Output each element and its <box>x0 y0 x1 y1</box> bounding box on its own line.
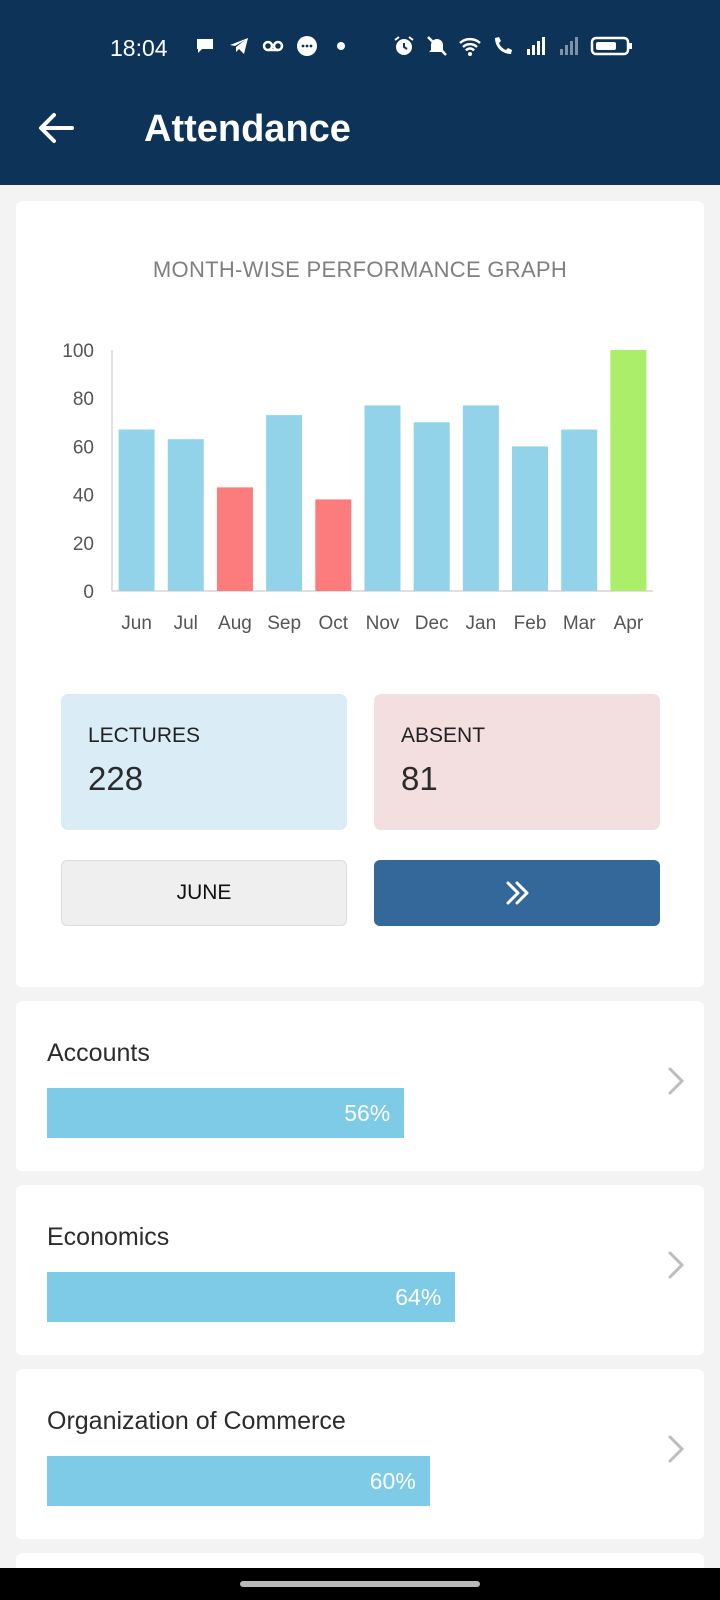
subject-name: Economics <box>47 1223 170 1251</box>
status-bar: 18:04 <box>0 0 720 96</box>
voicemail-icon <box>262 40 284 52</box>
telegram-icon <box>230 38 248 54</box>
y-tick-label: 40 <box>73 486 94 507</box>
bar-sep[interactable] <box>266 415 303 591</box>
bar-oct[interactable] <box>315 499 352 591</box>
signal-weak-icon <box>560 37 578 55</box>
x-tick-label: Apr <box>614 613 644 634</box>
wifi-icon <box>459 38 481 56</box>
home-gesture-handle[interactable] <box>240 1581 480 1587</box>
y-tick-label: 0 <box>83 582 94 603</box>
y-tick-label: 80 <box>73 389 94 410</box>
performance-card: MONTH-WISE PERFORMANCE GRAPH 0 20 40 60 80 10… <box>16 201 704 987</box>
bar-feb[interactable] <box>512 446 549 591</box>
lectures-stat: LECTURES 228 <box>61 694 347 830</box>
battery-icon <box>590 36 632 56</box>
chat-bubble-icon <box>197 39 213 53</box>
attendance-percent-label: 60% <box>369 1467 416 1494</box>
chevron-right-icon <box>668 1435 685 1463</box>
attendance-progress-bar: 56% <box>47 1088 405 1138</box>
next-month-button[interactable] <box>374 860 660 926</box>
bar-apr[interactable] <box>610 350 647 591</box>
x-tick-label: Feb <box>514 613 547 634</box>
system-nav-bar <box>0 1568 720 1600</box>
subject-card-economics[interactable]: Economics 64% <box>16 1185 704 1355</box>
x-tick-label: Dec <box>415 613 449 634</box>
alarm-icon <box>394 36 414 55</box>
x-tick-label: Nov <box>366 613 400 634</box>
subject-card-organization-of-commerce[interactable]: Organization of Commerce 60% <box>16 1369 704 1539</box>
app-bar: 18:04 Attendance <box>0 0 720 185</box>
absent-label: ABSENT <box>401 724 486 747</box>
y-tick-label: 20 <box>73 534 94 555</box>
status-left-icons <box>193 34 353 58</box>
back-arrow-icon[interactable] <box>34 106 78 150</box>
subject-card-accounts[interactable]: Accounts 56% <box>16 1001 704 1171</box>
x-tick-label: Jun <box>121 613 152 634</box>
x-tick-label: Jan <box>466 613 497 634</box>
month-button-label: JUNE <box>176 881 232 904</box>
month-button[interactable]: JUNE <box>61 860 347 926</box>
bar-jan[interactable] <box>462 405 499 591</box>
status-right-icons <box>392 34 634 58</box>
dot-icon <box>337 42 345 50</box>
chart-title: MONTH-WISE PERFORMANCE GRAPH <box>152 257 568 282</box>
wifi-call-icon <box>495 37 512 54</box>
x-tick-label: Sep <box>267 613 301 634</box>
subject-name: Organization of Commerce <box>47 1407 346 1435</box>
signal-icon <box>527 37 545 55</box>
bar-jun[interactable] <box>118 429 155 591</box>
mute-icon <box>427 36 447 56</box>
x-tick-label: Oct <box>319 613 349 634</box>
bar-mar[interactable] <box>561 429 598 591</box>
chevron-right-icon <box>668 1251 685 1279</box>
page-title: Attendance <box>144 108 351 150</box>
bar-jul[interactable] <box>167 439 204 591</box>
x-tick-label: Aug <box>218 613 252 634</box>
x-tick-label: Jul <box>174 613 198 634</box>
attendance-progress-bar: 60% <box>47 1456 430 1506</box>
attendance-percent-label: 56% <box>344 1099 391 1126</box>
lectures-value: 228 <box>88 760 144 797</box>
bar-nov[interactable] <box>364 405 401 591</box>
performance-bar-chart: 0 20 40 60 80 100 Jun Jul Aug Sep Oct Nov Dec Jan Feb M… <box>62 341 653 634</box>
bar-aug[interactable] <box>216 487 253 591</box>
subject-name: Accounts <box>47 1039 150 1067</box>
absent-stat: ABSENT 81 <box>374 694 660 830</box>
attendance-progress-bar: 64% <box>47 1272 456 1322</box>
x-tick-label: Mar <box>563 613 596 634</box>
absent-value: 81 <box>401 760 438 797</box>
y-tick-label: 100 <box>62 341 94 362</box>
messenger-icon <box>297 36 317 56</box>
y-tick-label: 60 <box>73 437 94 458</box>
chevron-right-icon <box>668 1067 685 1095</box>
attendance-percent-label: 64% <box>395 1283 442 1310</box>
lectures-label: LECTURES <box>88 724 201 747</box>
double-chevron-right-icon <box>506 881 529 905</box>
bar-dec[interactable] <box>413 422 450 591</box>
status-time: 18:04 <box>110 35 168 61</box>
